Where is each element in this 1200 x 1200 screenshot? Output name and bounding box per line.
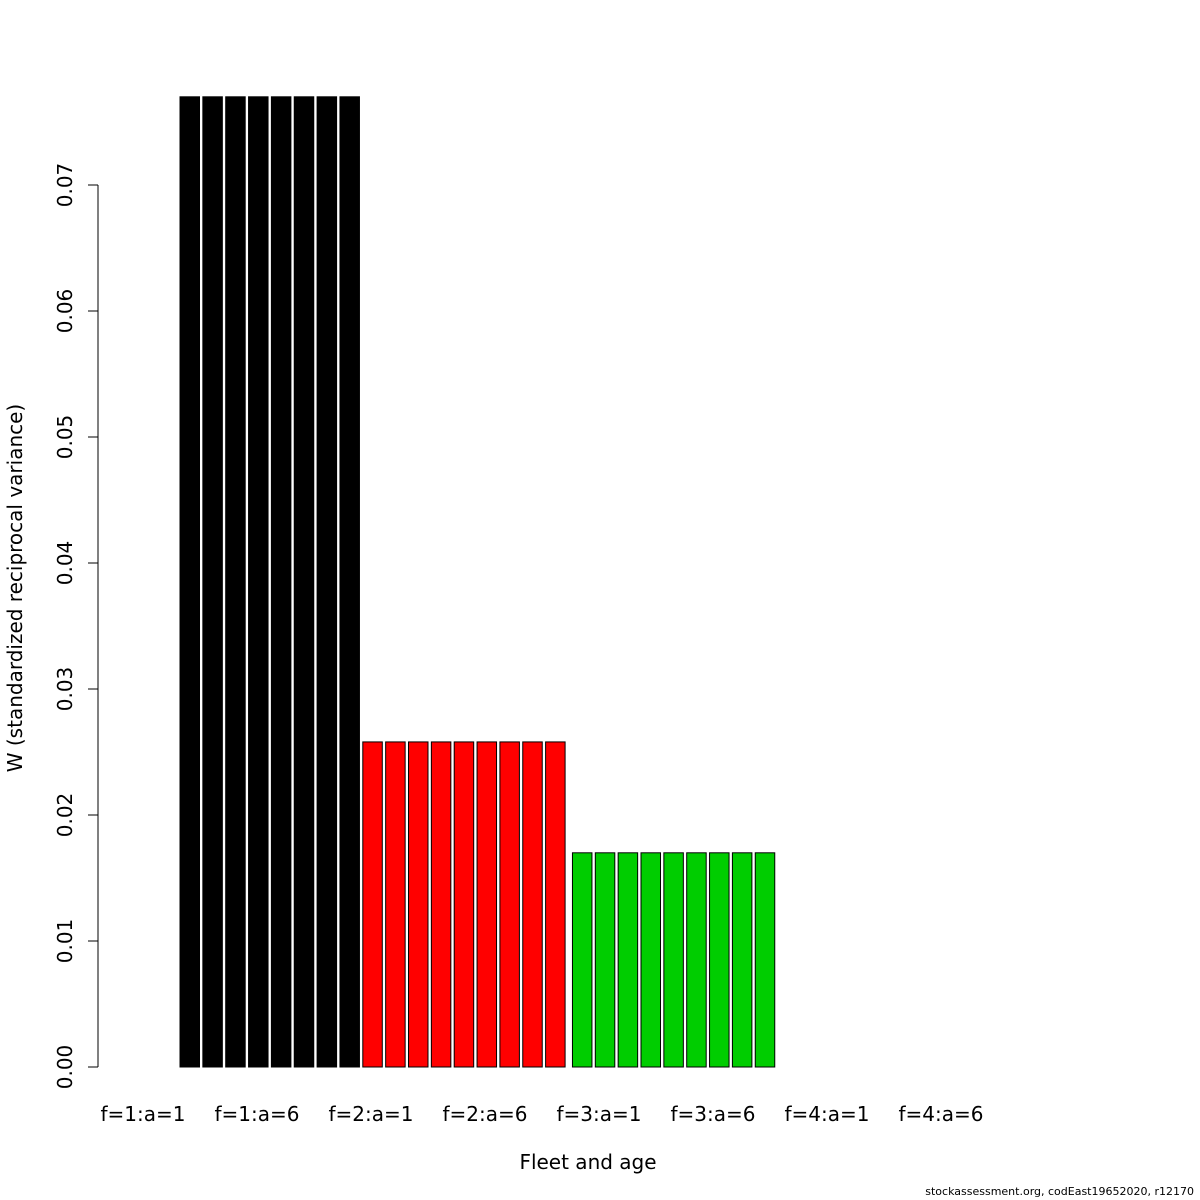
bar-fleet1-1 — [179, 96, 200, 1068]
bar-fleet3-3 — [617, 852, 639, 1068]
x-tick-label: f=2:a=1 — [329, 1102, 414, 1126]
y-tick-label: 0.00 — [53, 1045, 77, 1090]
y-tick-label: 0.07 — [53, 163, 77, 208]
y-tick-label: 0.01 — [53, 919, 77, 964]
x-tick-label: f=2:a=6 — [443, 1102, 528, 1126]
bar-fleet3-8 — [731, 852, 753, 1068]
x-axis-title: Fleet and age — [519, 1150, 656, 1174]
x-tick-label: f=3:a=1 — [557, 1102, 642, 1126]
bar-fleet2-3 — [408, 741, 429, 1068]
bar-fleet1-5 — [270, 96, 292, 1068]
bar-fleet1-6 — [293, 96, 315, 1068]
bar-fleet1-4 — [248, 96, 269, 1068]
bar-fleet2-5 — [453, 741, 475, 1068]
bar-fleet2-8 — [522, 741, 543, 1068]
y-tick-label: 0.06 — [53, 289, 77, 334]
bar-fleet1-3 — [225, 96, 246, 1068]
bar-fleet3-9 — [754, 852, 776, 1068]
bar-fleet2-6 — [476, 741, 498, 1068]
bar-fleet3-7 — [709, 852, 730, 1068]
bar-fleet2-4 — [430, 741, 452, 1068]
y-tick-label: 0.04 — [53, 541, 77, 586]
y-tick-label: 0.05 — [53, 415, 77, 460]
bar-fleet3-5 — [663, 852, 684, 1068]
bar-fleet2-9 — [545, 741, 566, 1068]
y-tick-label: 0.02 — [53, 793, 77, 838]
bar-fleet3-6 — [686, 852, 707, 1068]
footer-credit: stockassessment.org, codEast19652020, r1… — [925, 1185, 1194, 1198]
x-tick-label: f=4:a=6 — [899, 1102, 984, 1126]
y-axis: 0.00 0.01 0.02 0.03 0.04 0.05 0.06 0.07 — [53, 163, 99, 1090]
x-tick-label: f=3:a=6 — [671, 1102, 756, 1126]
bar-fleet3-1 — [571, 852, 593, 1068]
x-tick-label: f=4:a=1 — [785, 1102, 870, 1126]
x-tick-label: f=1:a=6 — [215, 1102, 300, 1126]
bar-fleet2-7 — [499, 741, 520, 1068]
bar-fleet2-2 — [385, 741, 406, 1068]
bar-fleet1-8 — [339, 96, 360, 1068]
bar-fleet3-4 — [640, 852, 661, 1068]
x-tick-labels: f=1:a=1 f=1:a=6 f=2:a=1 f=2:a=6 f=3:a=1 f=3:a… — [101, 1102, 984, 1126]
bar-fleet1-7 — [316, 96, 338, 1068]
bar-fleet3-2 — [594, 852, 616, 1068]
x-tick-label: f=1:a=1 — [101, 1102, 186, 1126]
y-tick-label: 0.03 — [53, 667, 77, 712]
bar-fleet2-1 — [362, 741, 383, 1068]
bar-fleet1-2 — [202, 96, 223, 1068]
bars-group — [179, 96, 776, 1068]
y-axis-title: W (standardized reciprocal variance) — [3, 404, 27, 773]
